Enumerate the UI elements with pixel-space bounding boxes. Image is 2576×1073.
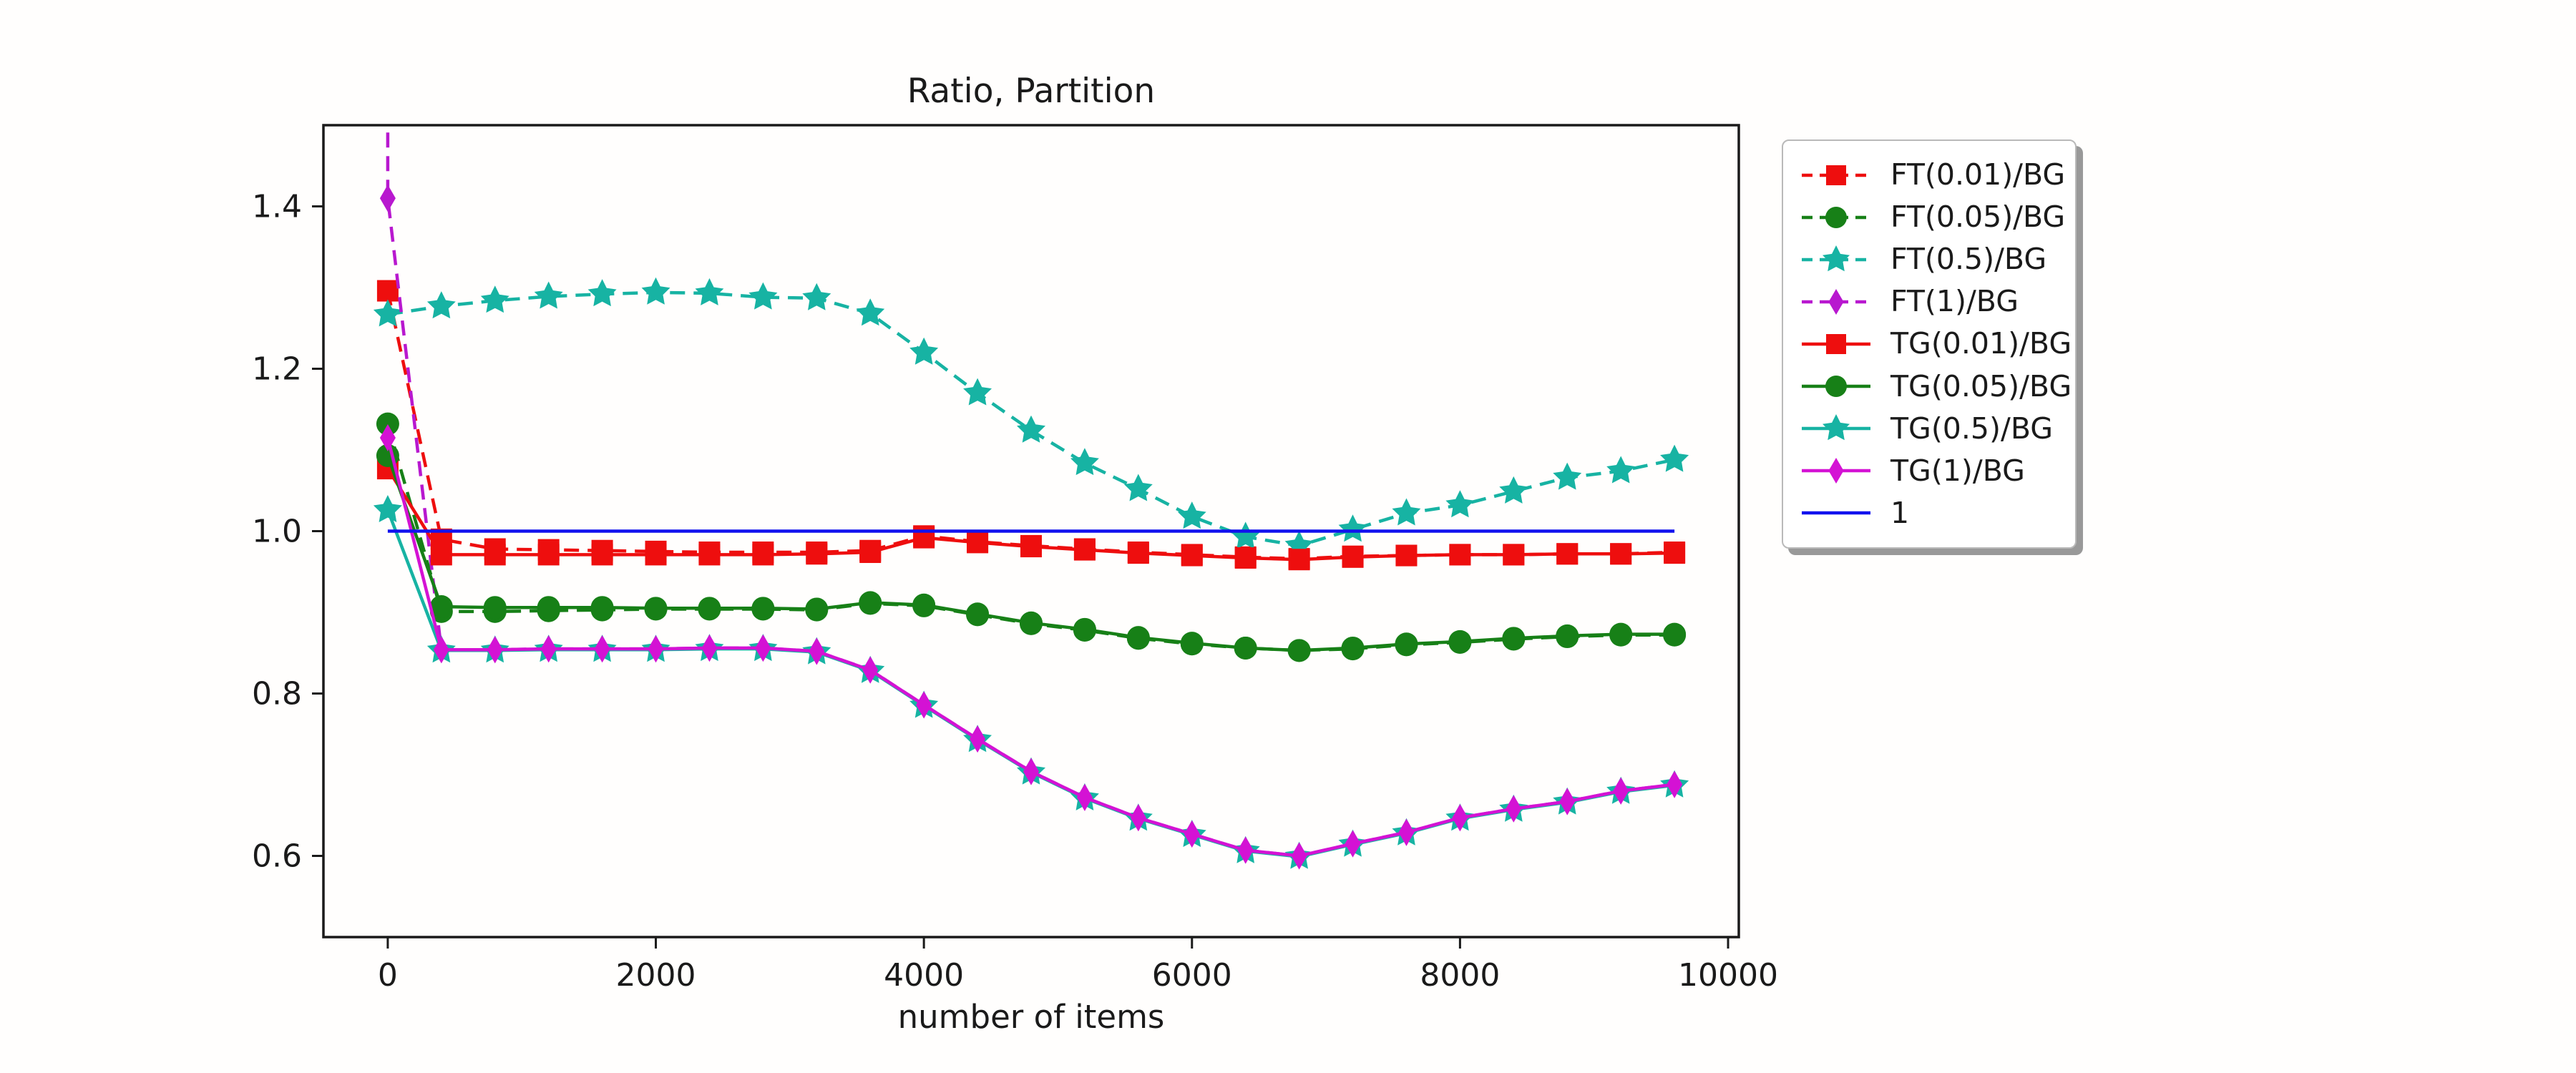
y-tick-label: 0.8 (252, 675, 302, 712)
series-ft-0.5-bg (373, 277, 1689, 558)
series-tg-0.01-bg (376, 458, 1686, 571)
plot-spines (322, 124, 1740, 939)
legend-label: TG(0.01)/BG (1890, 326, 2072, 361)
x-tick-label: 6000 (1151, 957, 1232, 994)
y-tick-label: 1.2 (252, 351, 302, 387)
legend-label: 1 (1890, 495, 1910, 530)
legend-label: FT(1)/BG (1890, 284, 2019, 319)
series-tg-0.05-bg (376, 444, 1687, 662)
solid-square-marker-icon (1802, 333, 1870, 354)
y-tick-label: 1.4 (252, 188, 302, 225)
legend-entry: TG(0.01)/BG (1800, 323, 2072, 365)
x-tick-label: 4000 (884, 957, 965, 994)
legend-label: FT(0.01)/BG (1890, 157, 2066, 192)
x-axis-label: number of items (897, 998, 1165, 1036)
dashed-circle-marker-icon (1802, 206, 1870, 228)
legend: FT(0.01)/BG FT(0.05)/BG FT(0.5)/BG FT(1)/BG… (1782, 139, 2077, 549)
chart-title: Ratio, Partition (907, 72, 1156, 111)
legend-entry: FT(0.5)/BG (1800, 238, 2058, 280)
legend-entry: FT(1)/BG (1800, 280, 2058, 323)
x-tick-label: 2000 (615, 957, 696, 994)
dashed-square-marker-icon (1802, 165, 1870, 185)
y-tick-label: 1.0 (252, 513, 302, 549)
dashed-diamond-marker-icon (1802, 288, 1870, 315)
solid-diamond-marker-icon (1802, 458, 1870, 484)
x-tick-label: 0 (377, 957, 398, 994)
legend-label: TG(0.05)/BG (1890, 368, 2072, 403)
legend-label: FT(0.05)/BG (1890, 200, 2066, 235)
solid-star-marker-icon (1802, 414, 1870, 441)
legend-entry: TG(1)/BG (1800, 450, 2058, 492)
legend-entry: FT(0.01)/BG (1800, 154, 2065, 196)
solid-circle-marker-icon (1802, 376, 1870, 398)
series-ft-1-bg (379, 125, 1683, 870)
legend-label: TG(0.5)/BG (1890, 411, 2054, 446)
y-tick-label: 0.6 (252, 838, 302, 874)
legend-label: TG(1)/BG (1890, 453, 2025, 488)
legend-entry: TG(0.5)/BG (1800, 408, 2058, 450)
legend-entry: 1 (1800, 492, 2058, 534)
legend-entry: FT(0.05)/BG (1800, 196, 2065, 238)
solid-line-icon (1802, 511, 1870, 515)
x-tick-label: 8000 (1420, 957, 1501, 994)
x-tick-label: 10000 (1678, 957, 1778, 994)
series-tg-1-bg (379, 423, 1683, 870)
legend-label: FT(0.5)/BG (1890, 242, 2047, 277)
legend-entry: TG(0.05)/BG (1800, 366, 2072, 408)
dashed-star-marker-icon (1802, 245, 1870, 271)
